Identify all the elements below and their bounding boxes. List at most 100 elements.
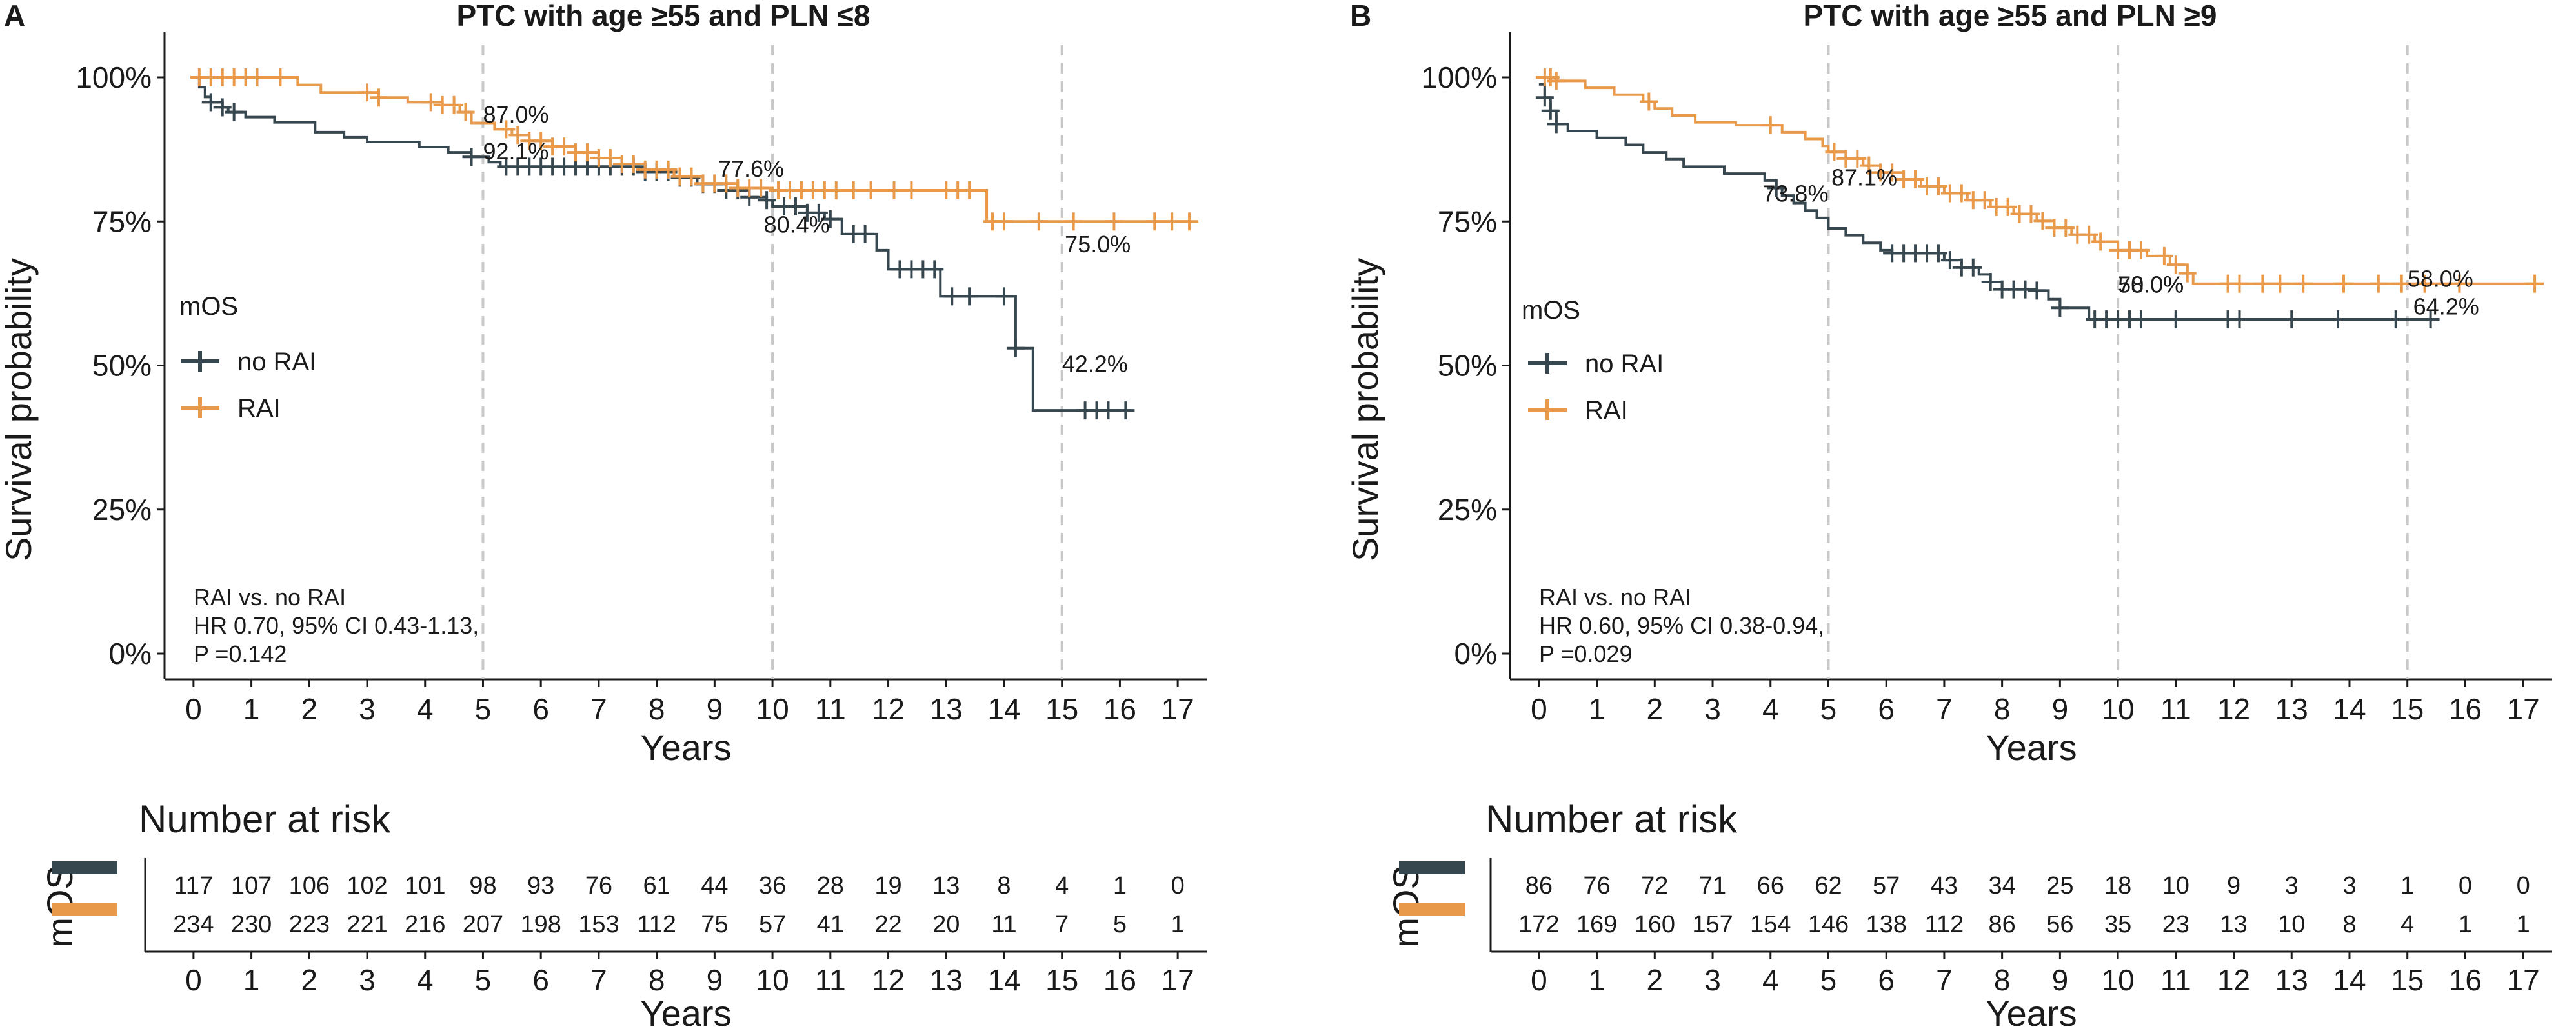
risk-table-a-x-tick-label: 14 <box>987 963 1020 997</box>
panel-b-y-tick-label: 100% <box>1421 61 1497 94</box>
risk-table-b-cell: 66 <box>1757 872 1784 899</box>
panel-b-x-tick-label: 10 <box>2101 692 2134 726</box>
risk-table-a-title: Number at risk <box>139 797 391 841</box>
risk-table-b-cell: 86 <box>1525 872 1553 899</box>
risk-table-a-x-tick-label: 8 <box>649 963 665 997</box>
risk-table-a-cell: 76 <box>585 872 612 899</box>
panel-a-annotation: 80.4% <box>764 212 830 238</box>
panel-b-stats-line-3: P =0.029 <box>1539 641 1632 667</box>
panel-a-xlabel: Years <box>640 727 731 768</box>
panel-b-title: PTC with age ≥55 and PLN ≥9 <box>1804 0 2217 32</box>
risk-table-a-cell: 221 <box>347 911 387 938</box>
risk-table-a-cell: 102 <box>347 872 387 899</box>
risk-table-a-key-no-rai <box>52 861 117 874</box>
risk-table-b-cell: 56 <box>2046 911 2073 938</box>
panel-b-stats-line-1: RAI vs. no RAI <box>1539 584 1691 610</box>
panel-b-ylabel: Survival probability <box>1345 258 1385 561</box>
risk-table-a-cell: 36 <box>759 872 786 899</box>
risk-table-a-cell: 0 <box>1171 872 1185 899</box>
panel-b-curve-no-rai <box>1538 83 2437 321</box>
panel-b-x-tick-label: 4 <box>1762 692 1779 726</box>
panel-b-x-tick-label: 11 <box>2160 692 2191 726</box>
panel-a-x-tick-label: 14 <box>987 692 1020 726</box>
panel-b-annotation: 64.2% <box>2413 293 2479 319</box>
risk-table-b-cell: 10 <box>2278 911 2305 938</box>
risk-table-a-xlabel: Years <box>640 993 731 1031</box>
panel-b-x-tick-label: 0 <box>1531 692 1547 726</box>
panel-b-x-tick-label: 12 <box>2217 692 2250 726</box>
panel-a-title: PTC with age ≥55 and PLN ≤8 <box>457 0 870 32</box>
panel-b-legend-label-no-rai: no RAI <box>1585 350 1664 378</box>
panel-a-legend: mOS no RAI RAI <box>179 292 316 423</box>
panel-a-letter: A <box>4 0 25 32</box>
panel-b-curve-rai <box>1538 76 2535 285</box>
panel-a-x-tick-label: 13 <box>930 692 963 726</box>
panel-b-annotation: 73.8% <box>1762 180 1828 206</box>
panel-a-y-tick-label: 50% <box>92 349 152 383</box>
panel-b-xlabel: Years <box>1986 727 2077 768</box>
risk-table-a-x-tick-label: 11 <box>815 963 846 997</box>
risk-table-a-key-rai <box>52 903 117 916</box>
risk-table-b: Number at risk mOS 867672716662574334251… <box>1385 797 2552 1031</box>
risk-table-a-x-tick-label: 10 <box>756 963 789 997</box>
risk-table-b-key-no-rai <box>1399 861 1465 874</box>
panel-a-x-tick-label: 1 <box>243 692 260 726</box>
risk-table-b-cell: 1 <box>2517 911 2530 938</box>
risk-table-a-cell: 198 <box>520 911 561 938</box>
panel-a-annotation: 87.0% <box>483 101 548 128</box>
panel-a-x-tick-label: 6 <box>532 692 549 726</box>
risk-table-b-x-tick-label: 8 <box>1994 963 2011 997</box>
risk-table-b-cell: 0 <box>2517 872 2530 899</box>
panel-b-legend-label-rai: RAI <box>1585 396 1628 425</box>
panel-a-legend-label-rai: RAI <box>237 394 281 423</box>
risk-table-b-x-tick-label: 14 <box>2333 963 2366 997</box>
risk-table-b-cell: 18 <box>2104 872 2131 899</box>
risk-table-a-x-tick-label: 0 <box>185 963 202 997</box>
risk-table-a-cell: 61 <box>643 872 670 899</box>
risk-table-a-body: 117 107 106 102 101 98 93 76 61 44 36 28 19 13 8 4 1 0234… <box>144 858 1207 997</box>
panel-a: A PTC with age ≥55 and PLN ≤8 Survival p… <box>0 0 1207 768</box>
risk-table-b-cell: 169 <box>1576 911 1617 938</box>
risk-table-a-cell: 101 <box>405 872 445 899</box>
risk-table-b-cell: 160 <box>1635 911 1675 938</box>
panel-a-x-tick-label: 16 <box>1103 692 1136 726</box>
risk-table-b-x-tick-label: 13 <box>2275 963 2308 997</box>
panel-b-x-tick-label: 7 <box>1936 692 1953 726</box>
risk-table-a-cell: 41 <box>817 911 844 938</box>
risk-table-b-cell: 25 <box>2046 872 2073 899</box>
panel-b-x-tick-label: 6 <box>1878 692 1895 726</box>
panel-a-y-tick-label: 75% <box>92 205 152 238</box>
risk-table-a-cell: 93 <box>527 872 554 899</box>
risk-table-b-cell: 76 <box>1583 872 1610 899</box>
panel-b-x-tick-label: 15 <box>2391 692 2424 726</box>
panel-b-stats: RAI vs. no RAI HR 0.60, 95% CI 0.38-0.94… <box>1539 584 1824 667</box>
panel-a-x-tick-label: 5 <box>475 692 492 726</box>
panel-b-x-tick-label: 9 <box>2052 692 2069 726</box>
panel-a-x-tick-label: 0 <box>185 692 202 726</box>
risk-table-a-cell: 1 <box>1113 872 1127 899</box>
risk-table-a-x-tick-label: 5 <box>475 963 492 997</box>
panel-b-x-tick-label: 14 <box>2333 692 2366 726</box>
panel-b-x-tick-label: 5 <box>1820 692 1837 726</box>
panel-a-x-tick-label: 2 <box>301 692 318 726</box>
risk-table-b-cell: 157 <box>1692 911 1733 938</box>
risk-table-b-cell: 138 <box>1866 911 1906 938</box>
panel-b-x-tick-label: 1 <box>1589 692 1605 726</box>
risk-table-b-x-tick-label: 10 <box>2101 963 2134 997</box>
risk-table-a-cell: 5 <box>1113 911 1127 938</box>
risk-table-a-x-tick-label: 12 <box>872 963 905 997</box>
panel-a-x-tick-label: 4 <box>417 692 434 726</box>
risk-table-b-cell: 72 <box>1641 872 1668 899</box>
panel-a-x-tick-label: 10 <box>756 692 789 726</box>
risk-table-a-cell: 8 <box>997 872 1011 899</box>
risk-table-a-cell: 19 <box>874 872 901 899</box>
risk-table-a-cell: 223 <box>289 911 330 938</box>
risk-table-b-cell: 146 <box>1808 911 1849 938</box>
risk-table-a-cell: 230 <box>231 911 272 938</box>
risk-table-a-cell: 112 <box>637 911 676 938</box>
risk-table-a-cell: 106 <box>289 872 330 899</box>
risk-table-b-x-tick-label: 16 <box>2449 963 2482 997</box>
panel-b: B PTC with age ≥55 and PLN ≥9 Survival p… <box>1345 0 2552 768</box>
risk-table-a-cell: 107 <box>231 872 272 899</box>
